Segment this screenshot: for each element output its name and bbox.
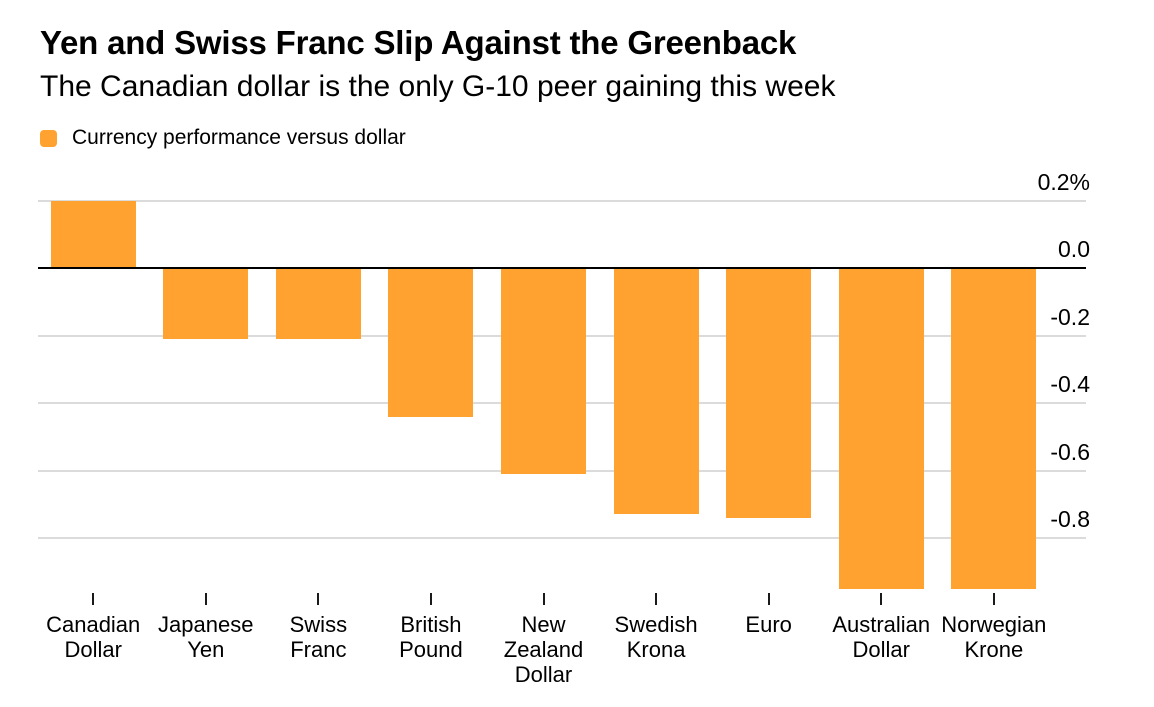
bar-japanese-yen bbox=[163, 268, 249, 339]
y-axis-label--0.6: -0.6 bbox=[1050, 438, 1090, 465]
x-tick-japanese-yen bbox=[204, 593, 207, 605]
x-category-label-australian-dollar: Australian Dollar bbox=[832, 612, 931, 662]
x-category-label-swiss-franc: Swiss Franc bbox=[289, 612, 348, 662]
page-subtitle: The Canadian dollar is the only G-10 pee… bbox=[40, 70, 836, 103]
y-axis-label--0.4: -0.4 bbox=[1050, 371, 1090, 397]
y-axis-label-0.2%: 0.2% bbox=[1037, 168, 1090, 195]
bar-new-zealand-dollar bbox=[501, 268, 587, 474]
x-tick-swiss-franc bbox=[317, 593, 320, 605]
y-axis-label--0.2: -0.2 bbox=[1050, 303, 1090, 330]
bar-british-pound bbox=[388, 268, 474, 417]
bar-swedish-krona bbox=[613, 268, 699, 515]
y-axis-label--0.8: -0.8 bbox=[1050, 506, 1090, 532]
x-category-label-euro: Euro bbox=[745, 612, 792, 637]
y-axis-label-0.0: 0.0 bbox=[1058, 236, 1090, 262]
x-category-label-swedish-krona: Swedish Krona bbox=[614, 612, 698, 662]
legend-label: Currency performance versus dollar bbox=[72, 126, 406, 149]
zero-baseline bbox=[38, 267, 1086, 269]
legend-swatch-icon bbox=[40, 129, 57, 147]
x-category-label-canadian-dollar: Canadian Dollar bbox=[46, 612, 141, 662]
x-tick-british-pound bbox=[429, 593, 432, 605]
bar-canadian-dollar bbox=[50, 200, 136, 268]
x-category-label-norwegian-krone: Norwegian Krone bbox=[941, 612, 1047, 662]
bar-australian-dollar bbox=[838, 268, 924, 589]
x-tick-australian-dollar bbox=[880, 593, 883, 605]
x-tick-euro bbox=[767, 593, 770, 605]
legend: Currency performance versus dollar bbox=[40, 126, 406, 150]
gridline--0.8 bbox=[38, 537, 1086, 539]
x-tick-canadian-dollar bbox=[92, 593, 95, 605]
x-category-label-japanese-yen: Japanese Yen bbox=[158, 612, 254, 662]
x-tick-norwegian-krone bbox=[992, 593, 995, 605]
bar-euro bbox=[726, 268, 812, 518]
x-tick-swedish-krona bbox=[655, 593, 658, 605]
bar-norwegian-krone bbox=[951, 268, 1037, 589]
x-tick-new-zealand-dollar bbox=[542, 593, 545, 605]
x-category-label-new-zealand-dollar: New Zealand Dollar bbox=[503, 612, 584, 687]
gridline-0.2% bbox=[38, 199, 1086, 202]
x-category-label-british-pound: British Pound bbox=[399, 612, 463, 662]
page-title: Yen and Swiss Franc Slip Against the Gre… bbox=[40, 24, 797, 61]
bar-swiss-franc bbox=[275, 268, 361, 339]
